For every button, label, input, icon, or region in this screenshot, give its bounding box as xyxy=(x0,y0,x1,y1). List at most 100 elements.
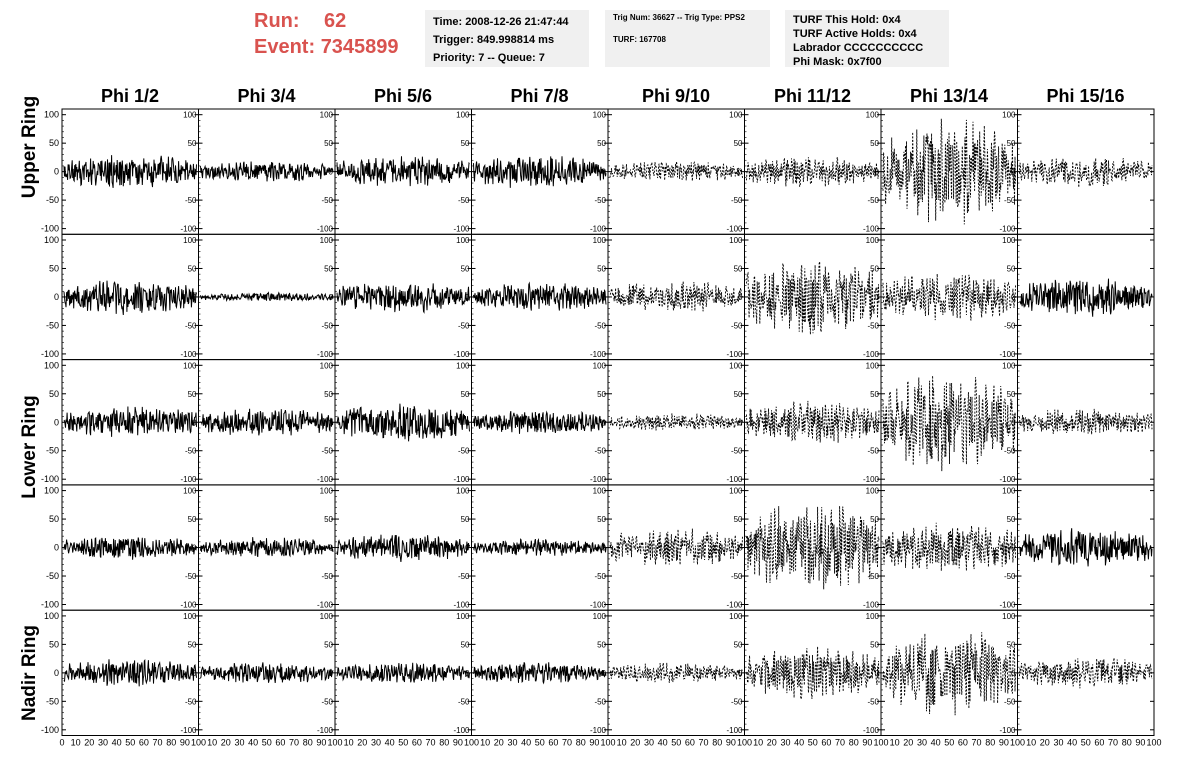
waveform-trace xyxy=(1019,278,1153,317)
y-tick-label: 0 xyxy=(54,543,59,553)
y-tick-label: 50 xyxy=(188,515,197,524)
y-tick-label: 100 xyxy=(729,487,743,496)
column-header: Phi 1/2 xyxy=(100,86,160,106)
waveform-trace xyxy=(609,528,743,565)
y-tick-label: 50 xyxy=(870,390,879,399)
y-tick-label: -100 xyxy=(317,475,334,484)
waveform-trace xyxy=(882,273,1016,321)
y-tick-label: -50 xyxy=(594,196,606,205)
y-tick-label: 0 xyxy=(602,418,607,427)
turf-active-text: TURF Active Holds: 0x4 xyxy=(793,28,917,40)
y-tick-label: -50 xyxy=(731,572,743,581)
y-tick-label: -50 xyxy=(731,196,743,205)
waveform-trace xyxy=(63,406,197,437)
waveform-trace xyxy=(473,538,607,556)
y-tick-label: -100 xyxy=(41,600,59,610)
y-tick-label: 50 xyxy=(597,390,606,399)
y-tick-label: -100 xyxy=(41,725,59,735)
x-tick-label: 90 xyxy=(726,738,736,748)
x-tick-label: 60 xyxy=(275,738,285,748)
waveform-trace xyxy=(473,156,607,188)
x-tick-label: 40 xyxy=(794,738,804,748)
x-tick-label: 30 xyxy=(371,738,381,748)
y-tick-label: 0 xyxy=(465,544,470,553)
y-tick-label: -100 xyxy=(999,475,1016,484)
y-tick-label: 100 xyxy=(729,236,743,245)
y-tick-label: -100 xyxy=(726,225,743,234)
x-tick-label: 40 xyxy=(521,738,531,748)
x-tick-label: 60 xyxy=(1094,738,1104,748)
y-tick-label: 100 xyxy=(866,612,880,621)
y-tick-label: 50 xyxy=(734,640,743,649)
x-tick-label: 60 xyxy=(412,738,422,748)
y-tick-label: -100 xyxy=(863,225,880,234)
x-tick-label: 80 xyxy=(166,738,176,748)
priority-text: Priority: 7 -- Queue: 7 xyxy=(433,52,545,64)
x-tick-label: 60 xyxy=(821,738,831,748)
x-tick-label: 40 xyxy=(1067,738,1077,748)
x-tick-label: 10 xyxy=(344,738,354,748)
x-tick-label: 100 xyxy=(873,738,888,748)
y-tick-label: -50 xyxy=(46,571,59,581)
waveform-trace xyxy=(336,662,470,683)
y-tick-label: 100 xyxy=(456,236,470,245)
y-tick-label: -50 xyxy=(46,696,59,706)
y-tick-label: 50 xyxy=(734,390,743,399)
run-label: Run: xyxy=(254,10,300,32)
y-tick-label: 0 xyxy=(465,293,470,302)
y-tick-label: 0 xyxy=(738,544,743,553)
x-tick-label: 20 xyxy=(903,738,913,748)
column-header: Phi 3/4 xyxy=(237,86,296,106)
y-tick-label: 0 xyxy=(738,669,743,678)
y-tick-label: 0 xyxy=(465,418,470,427)
x-tick-label: 80 xyxy=(849,738,859,748)
y-tick-label: -50 xyxy=(185,321,197,330)
y-tick-label: -100 xyxy=(590,726,607,735)
y-tick-label: 100 xyxy=(866,361,880,370)
y-tick-label: 0 xyxy=(738,168,743,177)
y-tick-label: -50 xyxy=(321,572,333,581)
x-tick-label: 30 xyxy=(1053,738,1063,748)
y-tick-label: 0 xyxy=(54,292,59,302)
x-tick-label: 100 xyxy=(464,738,479,748)
y-tick-label: -100 xyxy=(999,601,1016,610)
x-tick-label: 20 xyxy=(494,738,504,748)
x-tick-label: 30 xyxy=(917,738,927,748)
x-tick-label: 100 xyxy=(737,738,752,748)
y-tick-label: 100 xyxy=(1002,236,1016,245)
y-tick-label: 0 xyxy=(329,669,334,678)
y-tick-label: 50 xyxy=(188,264,197,273)
waveform-trace xyxy=(746,400,880,443)
x-tick-label: 90 xyxy=(589,738,599,748)
y-tick-label: 0 xyxy=(465,168,470,177)
y-tick-label: -100 xyxy=(180,350,197,359)
y-tick-label: -100 xyxy=(590,475,607,484)
waveform-trace xyxy=(609,281,743,312)
waveform-trace xyxy=(336,156,470,187)
waveform-trace xyxy=(746,261,880,335)
y-tick-label: 100 xyxy=(593,111,607,120)
y-tick-label: -50 xyxy=(594,321,606,330)
waveform-trace xyxy=(200,291,334,302)
y-tick-label: 100 xyxy=(44,110,59,120)
panel-frame xyxy=(334,609,472,737)
waveform-trace xyxy=(473,281,607,311)
y-tick-label: 50 xyxy=(49,639,59,649)
y-tick-label: 0 xyxy=(875,669,880,678)
y-tick-label: -100 xyxy=(453,475,470,484)
waveform-trace xyxy=(336,403,470,442)
waveform-trace xyxy=(63,537,197,560)
x-tick-label: 20 xyxy=(357,738,367,748)
waveform-trace xyxy=(1019,528,1153,567)
y-tick-label: -100 xyxy=(590,225,607,234)
y-tick-label: -100 xyxy=(41,224,59,234)
y-tick-label: 50 xyxy=(188,139,197,148)
x-tick-label: 90 xyxy=(999,738,1009,748)
y-tick-label: 0 xyxy=(54,167,59,177)
y-tick-label: 50 xyxy=(1007,640,1016,649)
x-tick-label: 10 xyxy=(617,738,627,748)
waveform-trace xyxy=(882,632,1016,716)
y-tick-label: -100 xyxy=(317,726,334,735)
y-tick-label: 50 xyxy=(324,139,333,148)
y-tick-label: -50 xyxy=(594,697,606,706)
